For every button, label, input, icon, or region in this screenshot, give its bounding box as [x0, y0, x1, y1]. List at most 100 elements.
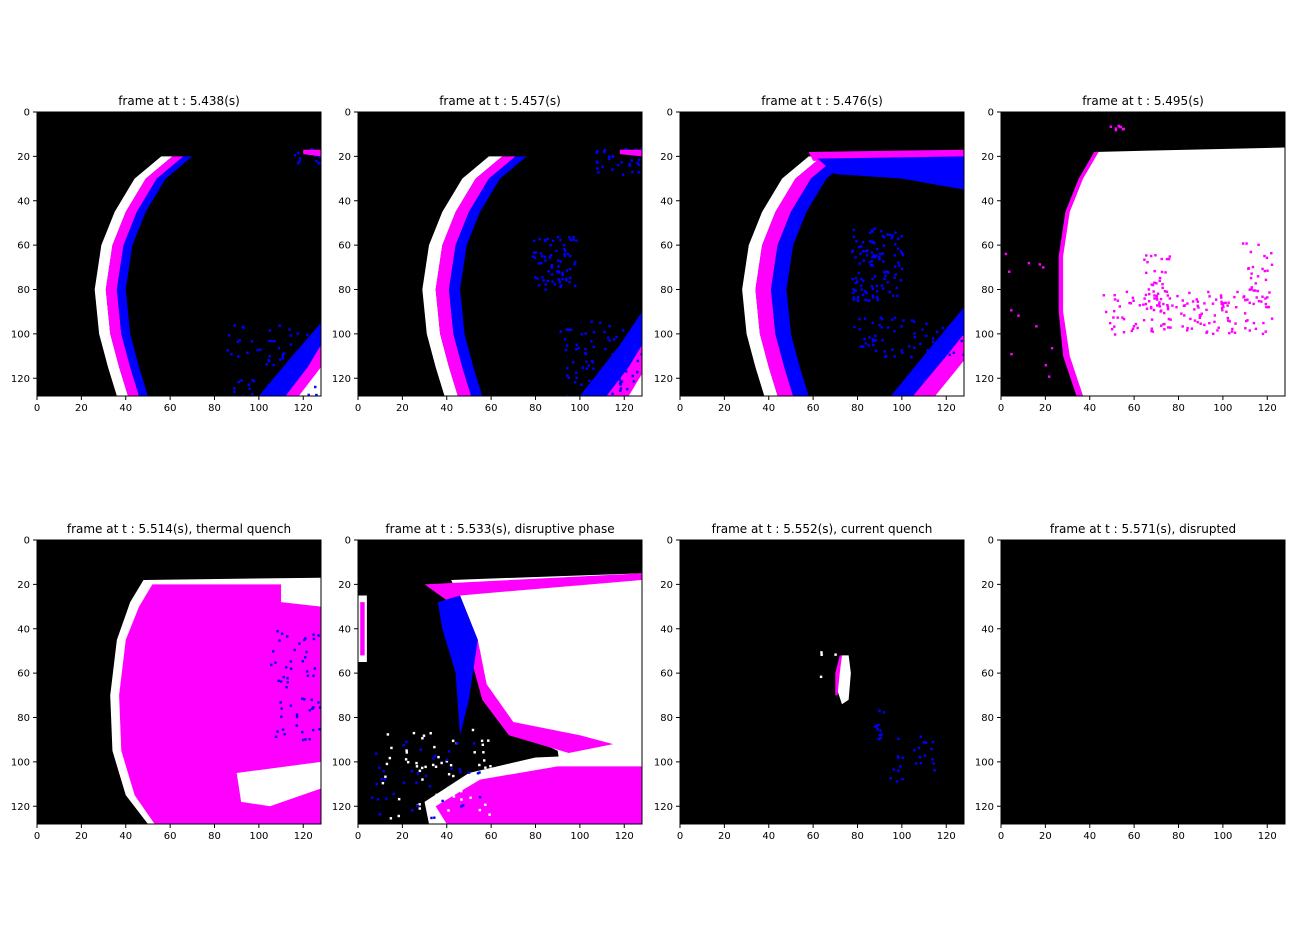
y-tick-label: 0 — [988, 108, 994, 119]
x-tick-label: 60 — [1128, 403, 1141, 414]
x-tick-label: 0 — [355, 831, 361, 842]
white-lower-band — [236, 761, 321, 807]
y-tick-label: 0 — [667, 536, 673, 547]
core-speckle — [850, 227, 905, 303]
x-tick-label: 0 — [355, 403, 361, 414]
axes-frame — [1000, 539, 1286, 825]
y-tick-label: 20 — [981, 580, 994, 591]
blob-white — [837, 655, 851, 705]
y-tick-label: 40 — [338, 624, 351, 635]
x-tick-label: 0 — [34, 403, 40, 414]
axes-frame — [357, 539, 643, 825]
y-tick-label: 120 — [654, 374, 673, 385]
y-tick-label: 0 — [24, 108, 30, 119]
y-tick-label: 40 — [981, 196, 994, 207]
y-tick-label: 60 — [660, 241, 673, 252]
y-tick-label: 40 — [17, 196, 30, 207]
y-tick-label: 100 — [654, 329, 673, 340]
x-tick-label: 60 — [1128, 831, 1141, 842]
y-tick-label: 100 — [975, 757, 994, 768]
y-tick-label: 80 — [981, 713, 994, 724]
x-tick-label: 80 — [851, 831, 864, 842]
plasma-edge-magenta — [1058, 151, 1099, 396]
x-tick-label: 120 — [294, 831, 313, 842]
lower-right-white — [628, 373, 642, 396]
x-tick-label: 80 — [529, 831, 542, 842]
y-tick-label: 120 — [332, 802, 351, 813]
x-tick-label: 40 — [119, 403, 132, 414]
x-tick-label: 20 — [75, 403, 88, 414]
plasma-edge-magenta — [424, 573, 642, 753]
plasma-edge-blue — [448, 156, 527, 396]
frame-panel: frame at t : 5.514(s), thermal quench 0 20… — [11, 522, 322, 842]
y-tick-label: 80 — [338, 285, 351, 296]
top-edge-blue — [817, 156, 964, 190]
speckle-blue — [226, 324, 320, 396]
streak-blue-1 — [873, 709, 886, 741]
frame-background — [680, 540, 964, 824]
plasma-edge-blue — [116, 156, 193, 396]
x-tick-label: 40 — [440, 403, 453, 414]
x-tick-label: 120 — [615, 831, 634, 842]
x-tick-label: 20 — [396, 831, 409, 842]
x-tick-label: 60 — [807, 403, 820, 414]
axes-frame — [36, 111, 322, 397]
x-tick-label: 20 — [718, 831, 731, 842]
y-tick-label: 100 — [11, 329, 30, 340]
frame-panel: frame at t : 5.552(s), current quench 0 20… — [654, 522, 965, 842]
frame-panel: frame at t : 5.571(s), disrupted 0 20 40 60 8… — [975, 522, 1286, 842]
x-tick-label: 60 — [485, 403, 498, 414]
y-tick-label: 100 — [11, 757, 30, 768]
y-tick-label: 20 — [660, 580, 673, 591]
x-tick-label: 80 — [1172, 403, 1185, 414]
top-right-speckle — [595, 147, 642, 176]
x-tick-label: 120 — [294, 403, 313, 414]
x-tick-label: 40 — [1083, 403, 1096, 414]
y-tick-label: 40 — [17, 624, 30, 635]
plasma-edge-magenta — [435, 156, 516, 396]
y-tick-label: 100 — [332, 329, 351, 340]
y-tick-label: 80 — [660, 713, 673, 724]
frame-image — [680, 112, 964, 396]
top-right-white — [281, 579, 321, 607]
y-tick-label: 100 — [654, 757, 673, 768]
lower-right-magenta — [606, 344, 642, 396]
x-tick-label: 80 — [208, 403, 221, 414]
frame-panel: frame at t : 5.533(s), disruptive phase 0… — [332, 522, 643, 842]
x-tick-label: 100 — [249, 831, 268, 842]
x-tick-label: 40 — [440, 831, 453, 842]
axes-frame — [679, 111, 965, 397]
y-tick-label: 80 — [17, 713, 30, 724]
frame-background — [37, 112, 321, 396]
x-tick-label: 120 — [1258, 831, 1277, 842]
frame-background — [1001, 540, 1285, 824]
plasma-white-region — [1060, 147, 1285, 396]
x-tick-label: 0 — [677, 403, 683, 414]
y-tick-label: 40 — [338, 196, 351, 207]
x-tick-label: 20 — [396, 403, 409, 414]
plasma-edge-white — [94, 156, 173, 396]
y-tick-label: 80 — [338, 713, 351, 724]
x-tick-label: 120 — [937, 831, 956, 842]
y-tick-label: 20 — [338, 580, 351, 591]
frame-image — [1001, 540, 1285, 824]
left-magenta-dots — [1004, 252, 1054, 378]
x-tick-label: 40 — [1083, 831, 1096, 842]
magenta-core — [147, 602, 321, 773]
y-tick-label: 60 — [660, 669, 673, 680]
y-tick-label: 60 — [17, 241, 30, 252]
plasma-edge-blue — [770, 156, 854, 396]
speckle-blue — [853, 316, 964, 359]
frame-panel: frame at t : 5.457(s) 0 20 40 60 80 100 120 0 20 4… — [332, 94, 643, 414]
y-tick-label: 120 — [11, 374, 30, 385]
frame-image — [358, 112, 642, 396]
x-tick-label: 20 — [718, 403, 731, 414]
left-edge-magenta — [360, 602, 365, 656]
x-tick-label: 120 — [615, 403, 634, 414]
x-tick-label: 80 — [529, 403, 542, 414]
axes-frame — [36, 539, 322, 825]
x-tick-label: 100 — [1213, 831, 1232, 842]
lower-magenta-region — [435, 766, 642, 824]
x-tick-label: 20 — [75, 831, 88, 842]
